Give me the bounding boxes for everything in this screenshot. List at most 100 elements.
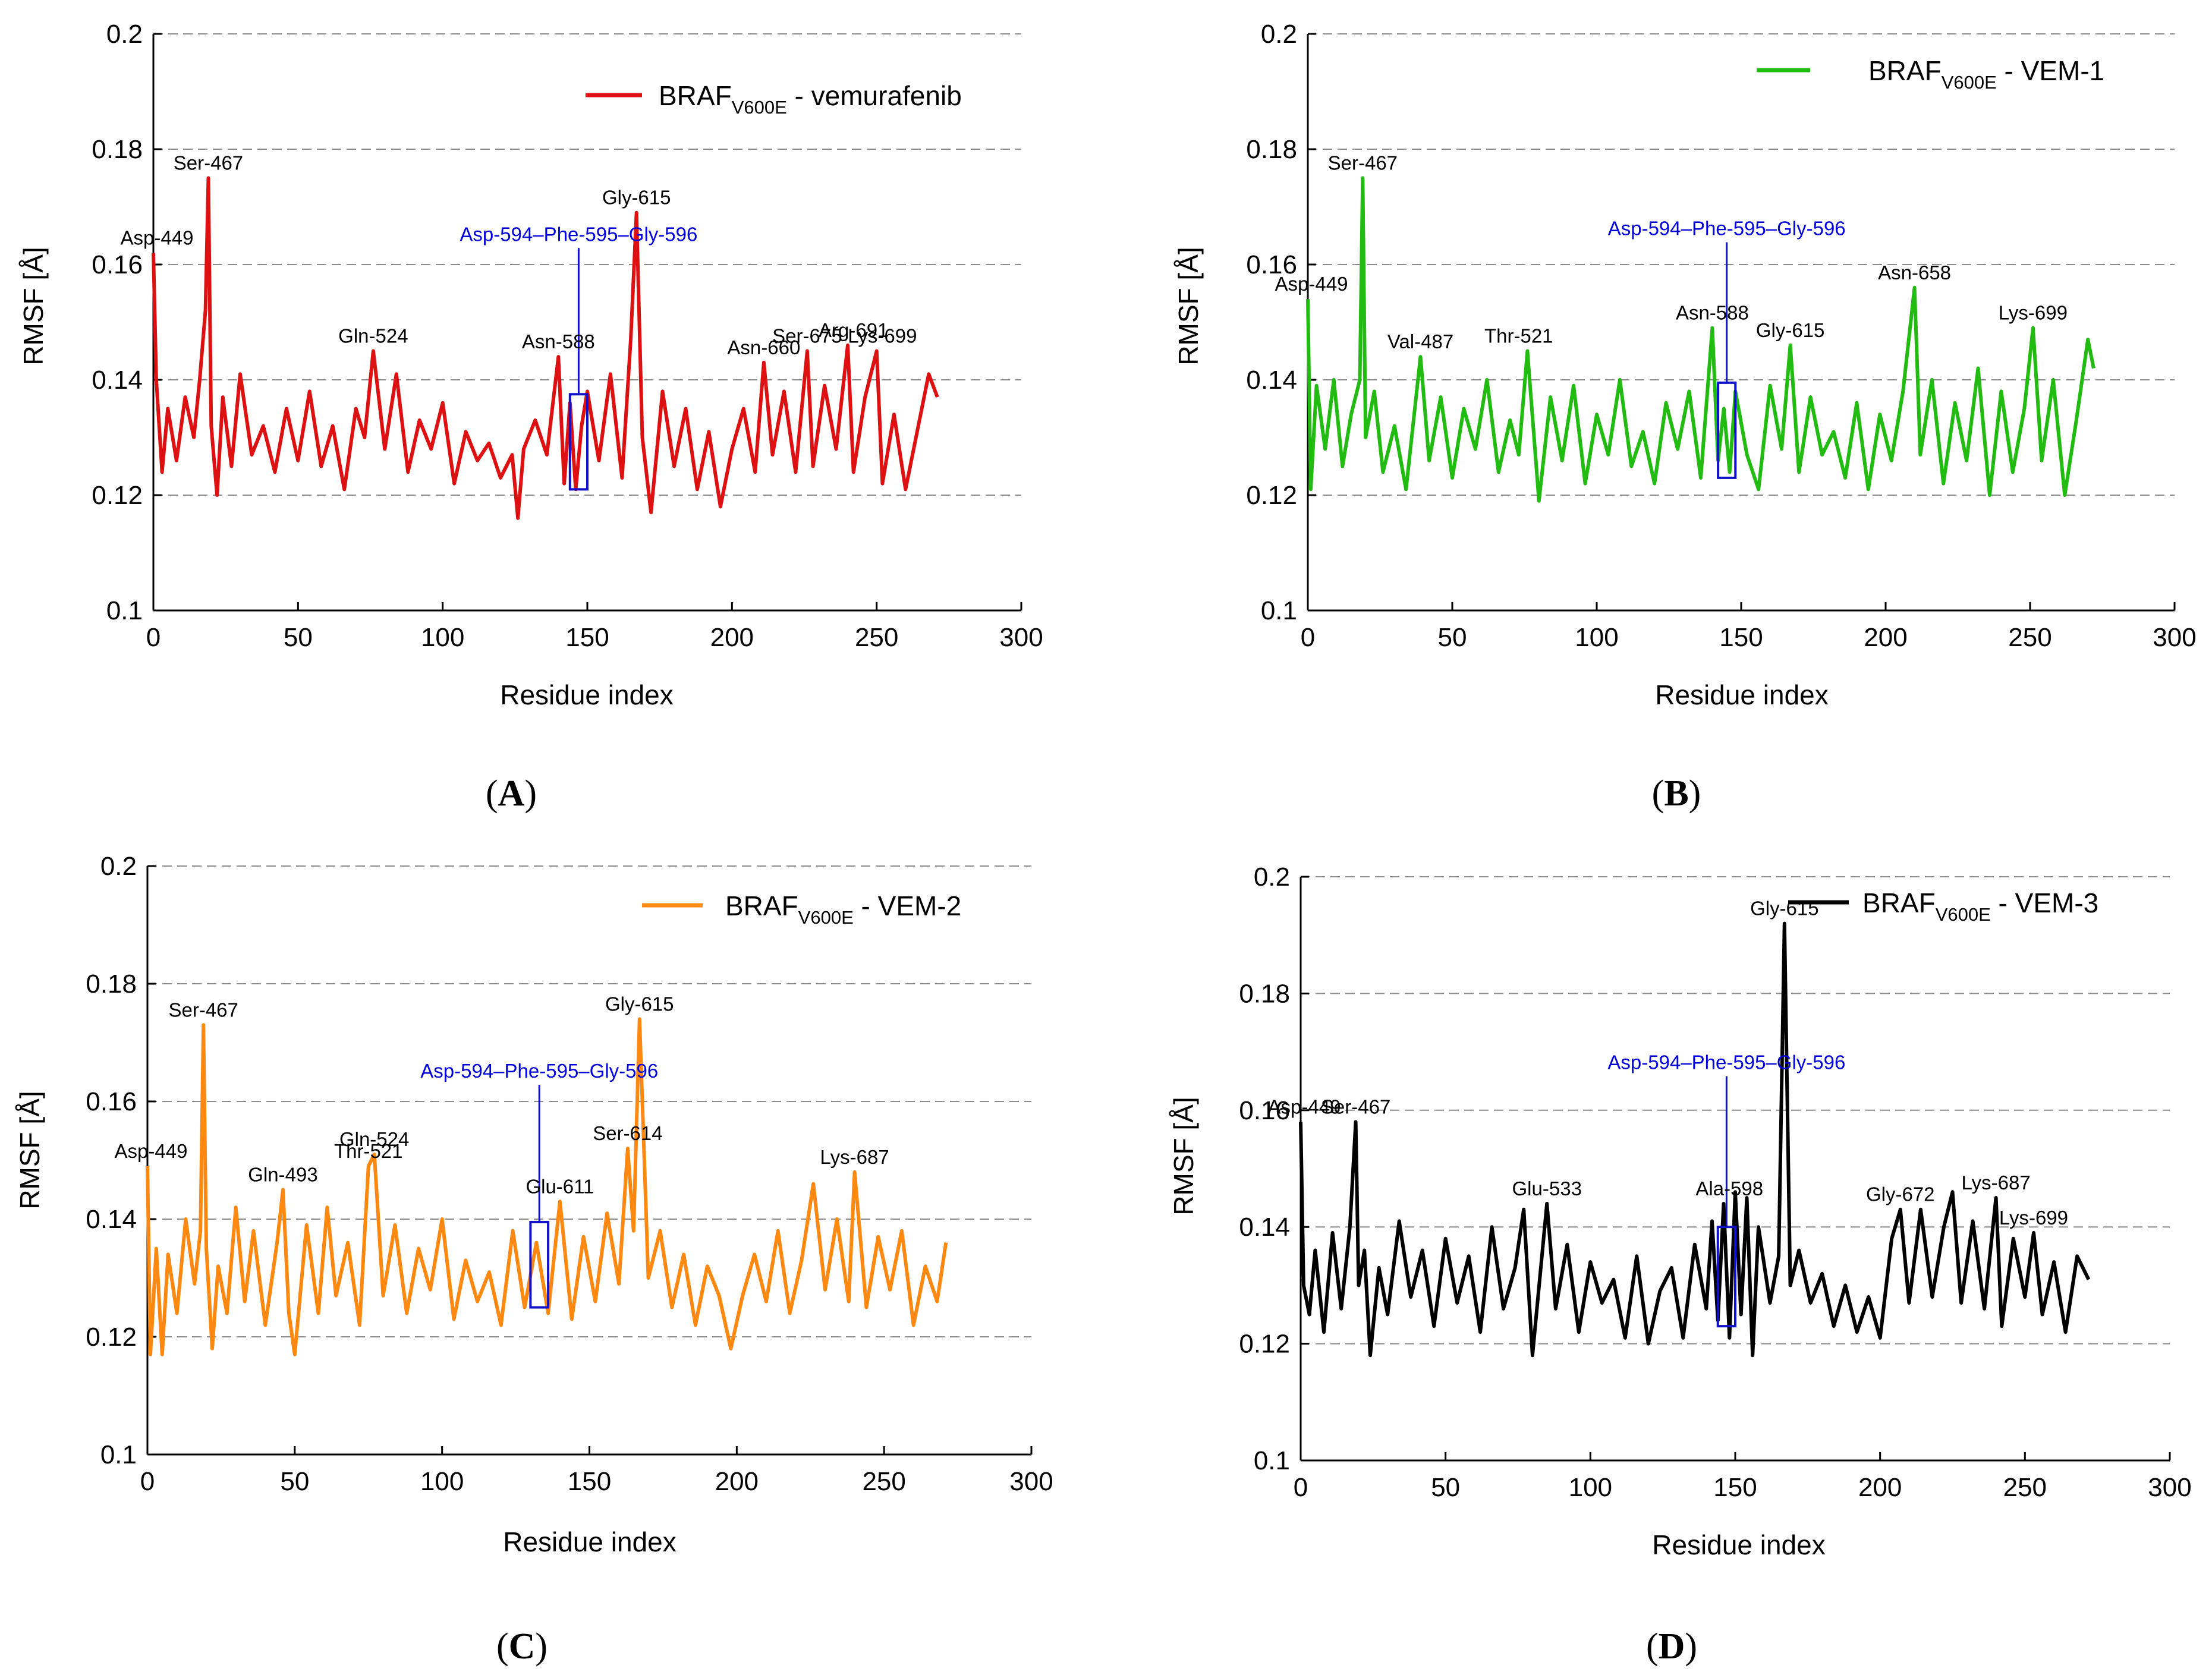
peak-label: Ser-467 <box>168 999 238 1021</box>
y-axis-label: RMSF [Å] <box>1173 247 1204 365</box>
panel-label-open: ( <box>486 773 498 814</box>
legend: BRAFV600E - VEM-3 <box>1788 887 2098 925</box>
y-tick-label: 0.2 <box>106 20 143 49</box>
legend-label: BRAFV600E - VEM-1 <box>1868 55 2104 93</box>
series-line <box>146 1017 948 1356</box>
panel-label-close: ) <box>1689 773 1701 814</box>
x-tick-label: 0 <box>1301 623 1315 652</box>
highlight-label: Asp-594–Phe-595–Gly-596 <box>1608 218 1846 240</box>
peak-label: Ala-598 <box>1695 1178 1763 1200</box>
highlight-label: Asp-594–Phe-595–Gly-596 <box>1607 1051 1845 1073</box>
legend: BRAFV600E - VEM-2 <box>642 890 961 928</box>
x-tick-label: 0 <box>1294 1473 1308 1502</box>
peak-label: Thr-521 <box>334 1140 403 1162</box>
panel-label-open: ( <box>496 1626 509 1667</box>
legend-label: BRAFV600E - VEM-3 <box>1862 887 2098 925</box>
peak-label: Gly-672 <box>1866 1183 1935 1205</box>
peak-label: Asn-588 <box>1676 302 1749 324</box>
peak-label: Lys-687 <box>820 1146 889 1168</box>
peak-label: Gln-524 <box>339 1128 409 1150</box>
x-tick-label: 300 <box>999 623 1043 652</box>
panel-label: (C) <box>496 1626 548 1667</box>
peak-label: Ser-614 <box>593 1122 662 1144</box>
y-tick-label: 0.16 <box>1246 250 1297 279</box>
x-tick-label: 0 <box>146 623 161 652</box>
legend-subscript: V600E <box>1936 904 1991 925</box>
legend-subscript: V600E <box>798 907 854 928</box>
highlight-label: Asp-594–Phe-595–Gly-596 <box>460 223 697 245</box>
x-tick-label: 250 <box>855 623 898 652</box>
y-tick-label: 0.14 <box>92 366 143 395</box>
y-axis-label: RMSF [Å] <box>14 1091 45 1209</box>
peak-label: Ser-467 <box>174 152 243 174</box>
x-tick-label: 100 <box>421 623 464 652</box>
panel-b: RMSF [Å] Residue index BRAFV600E - VEM-1… <box>1173 20 2197 814</box>
x-tick-label: 250 <box>2008 623 2051 652</box>
x-tick-label: 50 <box>284 623 313 652</box>
x-tick-label: 150 <box>1719 623 1763 652</box>
peak-label: Asp-449 <box>1275 273 1348 295</box>
y-tick-label: 0.12 <box>86 1323 137 1352</box>
y-tick-label: 0.16 <box>1239 1096 1290 1125</box>
y-tick-label: 0.14 <box>86 1205 137 1234</box>
panel-label-close: ) <box>535 1626 548 1667</box>
legend-label: BRAFV600E - VEM-2 <box>725 890 961 928</box>
x-tick-label: 250 <box>2003 1473 2047 1502</box>
legend: BRAFV600E - vemurafenib <box>586 80 962 118</box>
y-tick-label: 0.14 <box>1246 366 1297 395</box>
peak-label: Ser-467 <box>1321 1095 1390 1117</box>
y-tick-label: 0.16 <box>86 1087 137 1116</box>
x-tick-label: 50 <box>1438 623 1467 652</box>
x-axis-label: Residue index <box>1655 679 1829 710</box>
peak-label: Lys-699 <box>848 325 917 347</box>
series-line <box>1306 176 2095 503</box>
panel-label-letter: C <box>509 1626 536 1667</box>
x-tick-label: 150 <box>565 623 609 652</box>
x-tick-label: 100 <box>1569 1473 1612 1502</box>
legend: BRAFV600E - VEM-1 <box>1757 55 2104 93</box>
x-tick-label: 200 <box>710 623 754 652</box>
y-tick-label: 0.18 <box>1239 979 1290 1008</box>
x-tick-label: 50 <box>1431 1473 1460 1502</box>
peak-label: Gly-615 <box>602 187 671 209</box>
peak-label: Gln-524 <box>338 325 408 347</box>
y-axis-label: RMSF [Å] <box>18 247 49 365</box>
x-axis-label: Residue index <box>1652 1529 1826 1560</box>
peak-label: Asp-449 <box>121 227 194 249</box>
peak-label: Asn-658 <box>1878 262 1951 284</box>
x-tick-label: 100 <box>420 1467 464 1496</box>
x-axis-label: Residue index <box>500 679 674 710</box>
y-axis-label: RMSF [Å] <box>1168 1097 1199 1215</box>
x-tick-label: 150 <box>568 1467 611 1496</box>
legend-subscript: V600E <box>732 97 787 118</box>
x-tick-label: 200 <box>715 1467 759 1496</box>
y-tick-label: 0.18 <box>92 135 143 164</box>
legend-label: BRAFV600E - vemurafenib <box>659 80 962 118</box>
panel-a: RMSF [Å] Residue index BRAFV600E - vemur… <box>18 20 1043 814</box>
panel-label: (A) <box>486 773 537 814</box>
x-tick-label: 250 <box>862 1467 905 1496</box>
legend-base: BRAF <box>1862 887 1936 918</box>
legend-base: BRAF <box>659 80 732 111</box>
peak-label: Gly-615 <box>605 993 674 1015</box>
peak-label: Arg-691 <box>819 319 888 341</box>
y-tick-label: 0.12 <box>1239 1330 1290 1359</box>
peak-label: Asp-449 <box>115 1140 188 1162</box>
x-tick-label: 150 <box>1713 1473 1757 1502</box>
legend-suffix: - VEM-3 <box>1991 887 2098 918</box>
peak-label: Ser-675 <box>772 325 842 347</box>
y-tick-label: 0.2 <box>100 852 137 881</box>
y-tick-label: 0.14 <box>1239 1213 1290 1242</box>
y-tick-label: 0.18 <box>86 969 137 999</box>
y-tick-label: 0.1 <box>100 1440 137 1469</box>
legend-suffix: - VEM-1 <box>1997 55 2104 86</box>
y-tick-label: 0.2 <box>1254 862 1290 892</box>
gridlines <box>153 33 1021 496</box>
legend-suffix: - VEM-2 <box>854 890 961 921</box>
panel-d: RMSF [Å] Residue index BRAFV600E - VEM-3… <box>1168 862 2192 1667</box>
y-tick-label: 0.12 <box>92 481 143 510</box>
peak-label: Gly-615 <box>1756 319 1825 341</box>
panel-label-letter: B <box>1664 773 1688 814</box>
peak-label: Asn-660 <box>727 336 800 358</box>
legend-subscript: V600E <box>1942 72 1997 93</box>
